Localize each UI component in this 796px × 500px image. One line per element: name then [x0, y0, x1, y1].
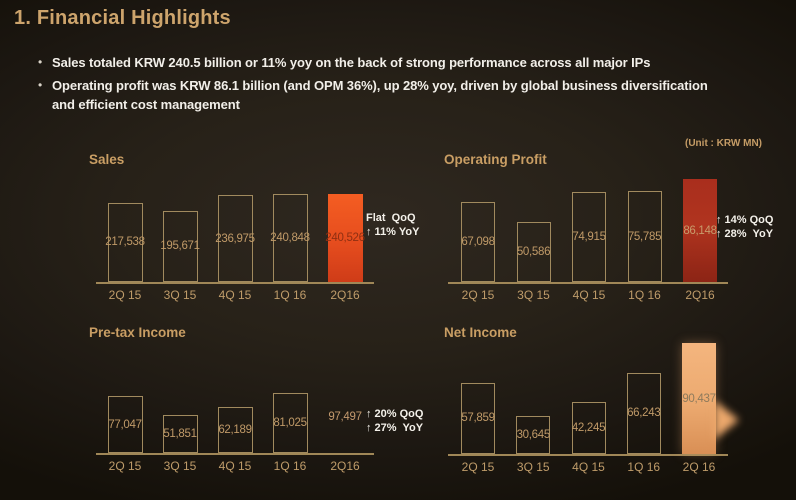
x-axis-label: 4Q 15	[218, 459, 252, 473]
x-axis-label: 2Q16	[330, 459, 360, 473]
bullet-item: • Sales totaled KRW 240.5 billion or 11%…	[38, 53, 758, 72]
bullet-line: Sales totaled KRW 240.5 billion or 11% y…	[52, 55, 651, 70]
bar	[162, 210, 198, 282]
annotation-line: Flat QoQ	[366, 212, 416, 224]
chart-title: Net Income	[444, 325, 517, 340]
x-axis-label: 3Q 15	[516, 460, 550, 474]
x-axis-line	[96, 453, 374, 455]
breakout-arrow-icon	[714, 400, 739, 440]
x-axis-line	[96, 282, 374, 284]
x-axis-line	[448, 282, 728, 284]
bar-value-label: 42,245	[571, 422, 606, 435]
x-axis-label: 4Q 15	[218, 288, 252, 302]
annotation-line: ↑ 28% YoY	[716, 228, 774, 240]
x-axis-label: 2Q16	[330, 288, 360, 302]
chart-title: Operating Profit	[444, 152, 547, 167]
x-axis-label: 3Q 15	[163, 459, 197, 473]
highlight-bar	[683, 179, 717, 282]
bar	[107, 202, 143, 282]
x-axis-label: 2Q 16	[682, 460, 716, 474]
highlight-bar	[682, 343, 716, 454]
bar-value-label: 66,243	[627, 407, 661, 420]
bar	[516, 416, 551, 454]
x-axis-label: 1Q 16	[627, 460, 661, 474]
bar-value-label: 97,497	[328, 411, 362, 423]
bullet-text: Sales totaled KRW 240.5 billion or 11% y…	[52, 53, 650, 72]
x-axis-label: 1Q 16	[273, 459, 307, 473]
bullet-line: Operating profit was KRW 86.1 billion (a…	[52, 78, 708, 93]
bar	[107, 396, 143, 453]
bar-value-label: 51,851	[163, 427, 197, 440]
bar-value-label: 67,098	[461, 235, 495, 248]
annotation-line: ↑ 20% QoQ	[366, 408, 424, 420]
bar	[627, 191, 662, 282]
chart-title: Sales	[89, 152, 125, 167]
bar	[162, 414, 198, 453]
x-axis-label: 2Q 15	[108, 459, 142, 473]
page-title: 1. Financial Highlights	[14, 7, 231, 29]
bar-value-label: 90,437	[682, 392, 716, 405]
bullet-line: and efficient cost management	[52, 97, 240, 112]
bar	[272, 194, 308, 282]
x-axis-label: 2Q 15	[461, 288, 495, 302]
annotation-line: ↑ 14% QoQ	[716, 214, 774, 226]
bullet-icon: •	[38, 55, 43, 69]
bullet-icon: •	[38, 78, 43, 92]
unit-note: (Unit : KRW MN)	[685, 138, 763, 149]
qoq-yoy-annotation: Flat QoQ ↑ 11% YoY	[366, 211, 419, 239]
bar	[461, 382, 495, 454]
x-axis-label: 2Q16	[685, 288, 715, 302]
bar-value-label: 86,148	[683, 224, 717, 237]
bar-value-label: 77,047	[108, 418, 142, 431]
x-axis-label: 2Q 15	[461, 460, 495, 474]
qoq-yoy-annotation: ↑ 14% QoQ ↑ 28% YoY	[716, 213, 773, 241]
bar-value-label: 236,975	[215, 232, 255, 245]
bar	[217, 407, 253, 453]
bar-value-label: 81,025	[273, 417, 307, 430]
bar-value-label: 195,671	[160, 240, 200, 253]
bar-value-label: 75,785	[627, 230, 662, 243]
x-axis-line	[448, 454, 728, 456]
qoq-yoy-annotation: ↑ 20% QoQ ↑ 27% YoY	[366, 407, 423, 435]
x-axis-label: 1Q 16	[273, 288, 307, 302]
x-axis-label: 2Q 15	[108, 288, 142, 302]
x-axis-label: 3Q 15	[517, 288, 550, 302]
bar	[217, 195, 253, 282]
x-axis-label: 4Q 15	[572, 288, 606, 302]
annotation-line: ↑ 11% YoY	[366, 226, 420, 238]
x-axis-label: 1Q 16	[628, 288, 661, 302]
bar-value-label: 62,189	[218, 424, 252, 437]
bar-value-label: 50,586	[516, 245, 551, 258]
chart-title: Pre-tax Income	[89, 325, 186, 340]
bar	[572, 192, 606, 282]
bar	[516, 221, 551, 282]
bar	[571, 402, 606, 454]
bullet-text: Operating profit was KRW 86.1 billion (a…	[52, 76, 708, 114]
bar-value-label: 57,859	[461, 412, 495, 425]
annotation-line: ↑ 27% YoY	[366, 422, 424, 434]
bullet-list: • Sales totaled KRW 240.5 billion or 11%…	[38, 53, 758, 118]
bullet-item: • Operating profit was KRW 86.1 billion …	[38, 76, 758, 114]
bar-value-label: 217,538	[105, 236, 145, 249]
bar-value-label: 74,915	[572, 231, 606, 244]
bar-value-label: 30,645	[516, 429, 551, 442]
bar	[272, 393, 308, 453]
x-axis-label: 4Q 15	[572, 460, 605, 474]
bar-value-label: 240,526	[325, 232, 365, 245]
bar-value-label: 240,848	[270, 232, 310, 244]
x-axis-label: 3Q 15	[163, 288, 197, 302]
bar	[461, 201, 495, 282]
highlight-bar	[327, 194, 363, 282]
bar	[626, 372, 661, 454]
